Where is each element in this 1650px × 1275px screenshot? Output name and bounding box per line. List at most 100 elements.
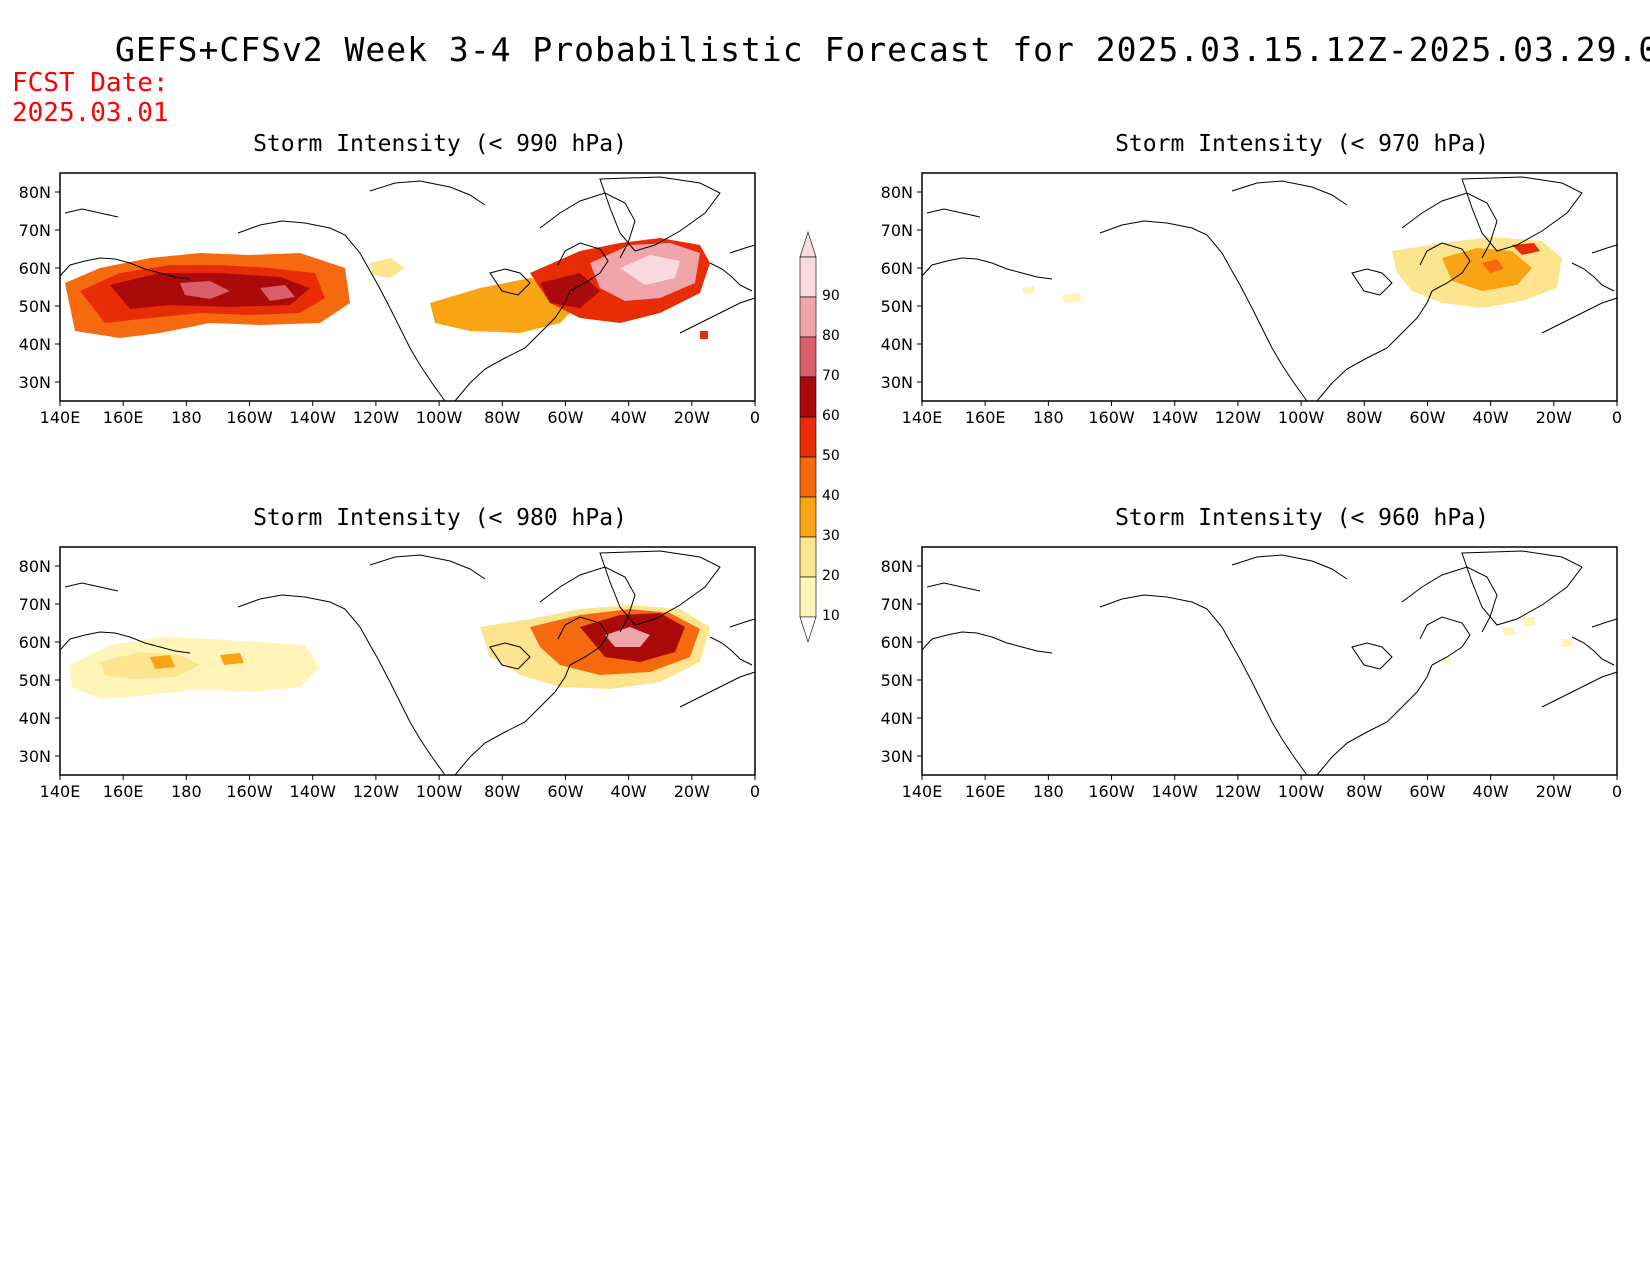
x-tick-label: 40W <box>611 782 647 801</box>
x-tick-label: 140E <box>40 408 81 427</box>
coastline <box>1461 176 1583 252</box>
y-tick-label: 70N <box>19 221 51 240</box>
x-tick-label: 180 <box>1033 782 1064 801</box>
probability-region <box>620 255 680 285</box>
y-tick-label: 80N <box>19 557 51 576</box>
colorbar-label: 30 <box>822 528 840 544</box>
y-tick-label: 30N <box>881 747 913 766</box>
x-tick-label: 160E <box>103 408 144 427</box>
y-tick-label: 30N <box>19 373 51 392</box>
coastline <box>454 664 571 776</box>
y-tick-label: 70N <box>19 595 51 614</box>
colorbar-label: 40 <box>822 488 840 504</box>
coastline <box>59 631 191 654</box>
coastline <box>557 242 609 292</box>
coastline <box>1591 244 1618 254</box>
coastline <box>237 220 391 309</box>
map-panel-960: Storm Intensity (< 960 hPa) 140E 160E 180 1… <box>881 505 1650 807</box>
x-tick-label: 20W <box>674 782 710 801</box>
coastline <box>709 636 753 666</box>
x-tick-label: 160E <box>965 782 1006 801</box>
coastline <box>1401 192 1498 259</box>
main-title: GEFS+CFSv2 Week 3-4 Probabilistic Foreca… <box>115 30 1650 69</box>
probability-region <box>100 652 200 679</box>
forecast-date: FCST Date: 2025.03.01 <box>12 68 169 128</box>
y-tick-label: 30N <box>881 373 913 392</box>
colorbar-svg: 90 80 70 60 50 40 30 20 10 <box>799 231 840 643</box>
coastline <box>1591 618 1618 628</box>
coastline <box>921 257 1053 280</box>
colorbar-label: 10 <box>822 608 840 624</box>
map-970: 140E 160E 180 160W 140W 120W 100W 80W 60W 40W 20W 0… <box>881 172 1622 427</box>
map-panel-980: Storm Intensity (< 980 hPa) 140E 160E 180 1… <box>19 505 820 807</box>
panel-title-980: Storm Intensity (< 980 hPa) <box>253 505 627 531</box>
map-frame: 140E 160E 180 160W 140W 120W 100W 80W 60W 40W 20W 0… <box>881 172 1622 427</box>
coastline <box>1419 616 1471 666</box>
y-tick-label: 60N <box>19 633 51 652</box>
colorbar-segment <box>799 256 817 298</box>
coastline <box>557 616 609 666</box>
y-tick-label: 50N <box>881 671 913 690</box>
colorbar-label: 90 <box>822 288 840 304</box>
probability-region <box>1502 627 1516 635</box>
x-tick-label: 160W <box>1088 782 1135 801</box>
coastline <box>599 550 721 626</box>
probability-region <box>1512 243 1540 255</box>
map-panel-990: Storm Intensity (< 990 hPa) 140E 160E 180 1… <box>19 131 820 433</box>
coastline <box>679 297 756 334</box>
x-tick-label: 120W <box>353 408 400 427</box>
probability-region <box>260 285 295 301</box>
coastline <box>1231 554 1348 580</box>
x-tick-label: 80W <box>484 408 520 427</box>
coastline <box>64 208 119 218</box>
panel-title-990: Storm Intensity (< 990 hPa) <box>253 131 627 157</box>
coastline <box>1099 220 1253 309</box>
x-tick-label: 0 <box>750 782 760 801</box>
colorbar-segment <box>799 336 817 378</box>
coastline <box>709 262 753 292</box>
x-tick-label: 100W <box>416 408 463 427</box>
x-tick-label: 80W <box>484 782 520 801</box>
coastline <box>489 268 531 296</box>
coastline <box>926 208 981 218</box>
x-tick-label: 20W <box>674 408 710 427</box>
y-tick-label: 80N <box>19 183 51 202</box>
map-background <box>922 547 1617 775</box>
x-tick-label: 0 <box>1612 782 1622 801</box>
x-tick-label: 120W <box>1215 782 1262 801</box>
x-tick-label: 160E <box>103 782 144 801</box>
colorbar-bottom-extension <box>799 616 817 643</box>
x-tick-label: 80W <box>1346 782 1382 801</box>
x-tick-label: 140E <box>902 782 943 801</box>
x-tick-label: 120W <box>1215 408 1262 427</box>
x-tick-label: 60W <box>547 782 583 801</box>
x-tick-label: 80W <box>1346 408 1382 427</box>
coastline <box>921 631 1053 654</box>
x-tick-label: 60W <box>1409 408 1445 427</box>
x-tick-label: 100W <box>1278 782 1325 801</box>
coastline <box>1419 242 1471 292</box>
map-border <box>921 172 1618 402</box>
y-tick-label: 60N <box>881 633 913 652</box>
coastline <box>1351 642 1393 670</box>
probability-region <box>220 653 244 665</box>
coastline <box>599 176 721 252</box>
coastline <box>539 192 636 259</box>
colorbar-segment <box>799 456 817 498</box>
colorbar-label: 80 <box>822 328 840 344</box>
colorbar-label: 60 <box>822 408 840 424</box>
coastline <box>389 681 446 776</box>
y-tick-label: 70N <box>881 221 913 240</box>
x-tick-label: 100W <box>1278 408 1325 427</box>
panel-title-970: Storm Intensity (< 970 hPa) <box>1115 131 1489 157</box>
probability-region <box>1522 617 1536 627</box>
x-tick-label: 20W <box>1536 408 1572 427</box>
x-tick-label: 180 <box>171 782 202 801</box>
map-980: 140E 160E 180 160W 140W 120W 100W 80W 60W 40W 20W 0… <box>19 546 760 801</box>
coastline <box>389 307 446 402</box>
probability-region <box>1022 286 1036 294</box>
map-frame: 140E 160E 180 160W 140W 120W 100W 80W 60W 40W 20W 0… <box>881 546 1622 801</box>
coastline <box>1316 664 1433 776</box>
y-tick-label: 40N <box>881 335 913 354</box>
coastline <box>729 244 756 254</box>
